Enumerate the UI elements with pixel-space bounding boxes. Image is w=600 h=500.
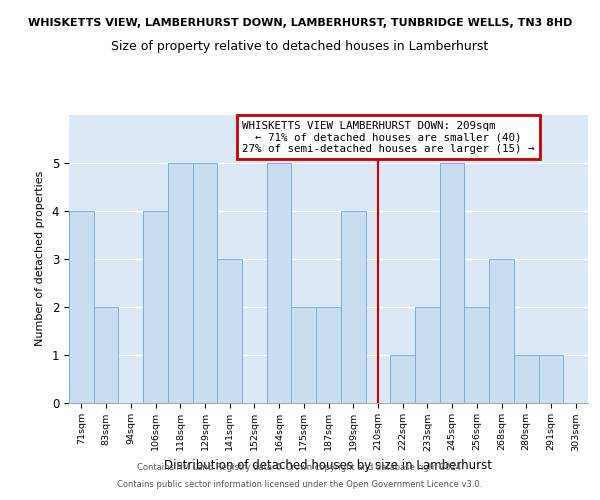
Bar — [464, 306, 489, 402]
Text: WHISKETTS VIEW, LAMBERHURST DOWN, LAMBERHURST, TUNBRIDGE WELLS, TN3 8HD: WHISKETTS VIEW, LAMBERHURST DOWN, LAMBER… — [28, 18, 572, 28]
Bar — [390, 354, 415, 403]
Text: Contains HM Land Registry data © Crown copyright and database right 2024.: Contains HM Land Registry data © Crown c… — [137, 464, 463, 472]
Bar — [489, 259, 514, 402]
Bar — [217, 259, 242, 402]
Bar — [292, 306, 316, 402]
Bar — [168, 163, 193, 402]
Bar — [440, 163, 464, 402]
Y-axis label: Number of detached properties: Number of detached properties — [35, 171, 45, 346]
Bar — [193, 163, 217, 402]
Bar — [94, 306, 118, 402]
Text: WHISKETTS VIEW LAMBERHURST DOWN: 209sqm
  ← 71% of detached houses are smaller (: WHISKETTS VIEW LAMBERHURST DOWN: 209sqm … — [242, 120, 535, 154]
X-axis label: Distribution of detached houses by size in Lamberhurst: Distribution of detached houses by size … — [164, 459, 493, 472]
Bar — [341, 211, 365, 402]
Bar — [143, 211, 168, 402]
Text: Contains public sector information licensed under the Open Government Licence v3: Contains public sector information licen… — [118, 480, 482, 489]
Bar — [539, 354, 563, 403]
Bar — [415, 306, 440, 402]
Text: Size of property relative to detached houses in Lamberhurst: Size of property relative to detached ho… — [112, 40, 488, 53]
Bar — [267, 163, 292, 402]
Bar — [69, 211, 94, 402]
Bar — [316, 306, 341, 402]
Bar — [514, 354, 539, 403]
